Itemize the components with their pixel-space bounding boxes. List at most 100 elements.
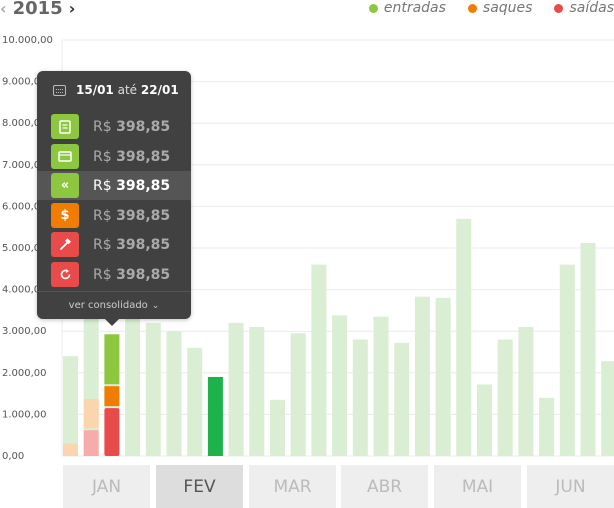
- y-tick-label: 2.000,00: [2, 368, 47, 379]
- bar-segment-saidas: [83, 430, 99, 456]
- background-bar: [63, 356, 78, 456]
- legend-item-saidas: saídas: [554, 0, 614, 16]
- dollar-icon: $: [51, 203, 79, 228]
- background-bar: [580, 243, 596, 456]
- background-bar: [187, 347, 203, 456]
- background-bar: [497, 339, 513, 456]
- y-tick-label: 6.000,00: [2, 201, 47, 212]
- tooltip-row-refresh[interactable]: R$ 398,85: [37, 260, 191, 289]
- tooltip-date-from: 15/01: [76, 83, 114, 97]
- bar-segment-saques: [83, 399, 99, 429]
- y-tick-label: 1.000,00: [2, 409, 47, 420]
- background-bar: [601, 361, 614, 456]
- currency-symbol: R$: [93, 266, 112, 283]
- y-tick-label: 9.000,00: [2, 77, 47, 88]
- tooltip-row-document[interactable]: R$ 398,85: [37, 112, 191, 141]
- tooltip-value: R$ 398,85: [93, 208, 170, 224]
- month-selector: JAN FEV MAR ABR MAI JUN: [63, 465, 614, 508]
- highlighted-bar: [207, 376, 223, 456]
- background-bar: [539, 397, 555, 456]
- y-axis-labels: 0,00 1.000,00 2.000,00 3.000,00 4.000,00 5.00…: [2, 35, 53, 462]
- background-bar: [270, 399, 285, 456]
- ver-consolidado-link[interactable]: ver consolidado: [68, 300, 148, 311]
- tooltip-amount: 398,85: [116, 148, 171, 165]
- background-bar: [145, 322, 161, 456]
- tooltip-value: R$ 398,85: [93, 237, 170, 253]
- background-bar: [373, 316, 389, 456]
- tooltip-amount: 398,85: [116, 118, 171, 135]
- calendar-icon: [53, 84, 66, 96]
- tooltip-value: R$ 398,85: [93, 119, 170, 135]
- tooltip-amount: 398,85: [116, 177, 171, 194]
- background-bar: [290, 333, 306, 456]
- y-tick-label: 7.000,00: [2, 160, 47, 171]
- tooltip-footer[interactable]: ver consolidado ⌄: [37, 291, 191, 319]
- tooltip-date-sep: até: [117, 83, 138, 97]
- tooltip-row-transfer[interactable]: « R$ 398,85: [37, 171, 191, 200]
- hammer-icon: [51, 232, 79, 257]
- background-bar: [125, 310, 141, 456]
- document-icon: [51, 114, 79, 139]
- background-bar: [414, 296, 430, 456]
- legend-item-entradas: entradas: [368, 0, 446, 16]
- currency-symbol: R$: [93, 177, 112, 194]
- legend-item-saques: saques: [467, 0, 533, 16]
- bar-segment-entradas: [104, 334, 120, 385]
- chart-legend: entradas saques saídas: [368, 0, 614, 16]
- background-bar: [477, 384, 492, 456]
- tooltip-amount: 398,85: [116, 236, 171, 253]
- year-label: 2015: [12, 0, 63, 19]
- year-navigator: ‹ 2015 ›: [0, 0, 75, 18]
- background-bar: [228, 322, 244, 456]
- bar-segment-saques: [104, 386, 120, 407]
- background-bar: [166, 331, 182, 456]
- chevron-right-icon[interactable]: ›: [68, 0, 76, 18]
- bar-segment-saques: [63, 443, 78, 456]
- legend-dot-saques: [467, 3, 477, 13]
- card-icon: [51, 144, 79, 169]
- legend-dot-entradas: [368, 3, 378, 13]
- month-button-jun[interactable]: JUN: [527, 465, 614, 508]
- currency-symbol: R$: [93, 118, 112, 135]
- month-button-mai[interactable]: MAI: [434, 465, 521, 508]
- currency-symbol: R$: [93, 148, 112, 165]
- background-bar: [559, 264, 575, 456]
- background-bar: [352, 339, 368, 456]
- month-button-abr[interactable]: ABR: [341, 465, 428, 508]
- tooltip-row-dollar[interactable]: $ R$ 398,85: [37, 201, 191, 230]
- tooltip-date-to: 22/01: [140, 83, 179, 97]
- month-button-jan[interactable]: JAN: [63, 465, 150, 508]
- chevron-down-icon: ⌄: [151, 300, 160, 311]
- background-bar: [394, 342, 410, 456]
- tooltip-amount: 398,85: [116, 266, 171, 283]
- bar-segment-saidas: [104, 408, 120, 456]
- y-tick-label: 10.000,00: [2, 35, 53, 46]
- currency-symbol: R$: [93, 236, 112, 253]
- bar-tooltip: 15/01 até 22/01 R$ 398,85 R$ 398,85 « R$…: [37, 71, 191, 326]
- background-bar: [518, 327, 534, 456]
- tooltip-value: R$ 398,85: [93, 267, 170, 283]
- chart-bars: [63, 218, 614, 456]
- legend-label-entradas: entradas: [383, 0, 446, 16]
- tooltip-arrow: [104, 318, 120, 326]
- legend-label-saidas: saídas: [569, 0, 614, 16]
- tooltip-row-hammer[interactable]: R$ 398,85: [37, 230, 191, 259]
- tooltip-date-range: 15/01 até 22/01: [76, 83, 179, 97]
- tooltip-value: R$ 398,85: [93, 178, 170, 194]
- background-bar: [311, 264, 327, 456]
- y-tick-label: 4.000,00: [2, 285, 47, 296]
- currency-symbol: R$: [93, 207, 112, 224]
- tooltip-row-card[interactable]: R$ 398,85: [37, 142, 191, 171]
- legend-label-saques: saques: [482, 0, 533, 16]
- month-button-mar[interactable]: MAR: [249, 465, 336, 508]
- refresh-icon: [51, 262, 79, 287]
- chevron-left-icon[interactable]: ‹: [0, 0, 7, 18]
- tooltip-value: R$ 398,85: [93, 149, 170, 165]
- background-bar: [435, 297, 451, 456]
- y-tick-label: 8.000,00: [2, 118, 47, 129]
- legend-dot-saidas: [554, 3, 564, 13]
- background-bar: [332, 315, 348, 456]
- month-button-fev[interactable]: FEV: [156, 465, 243, 508]
- tooltip-header: 15/01 até 22/01: [37, 71, 191, 109]
- y-tick-label: 3.000,00: [2, 326, 47, 337]
